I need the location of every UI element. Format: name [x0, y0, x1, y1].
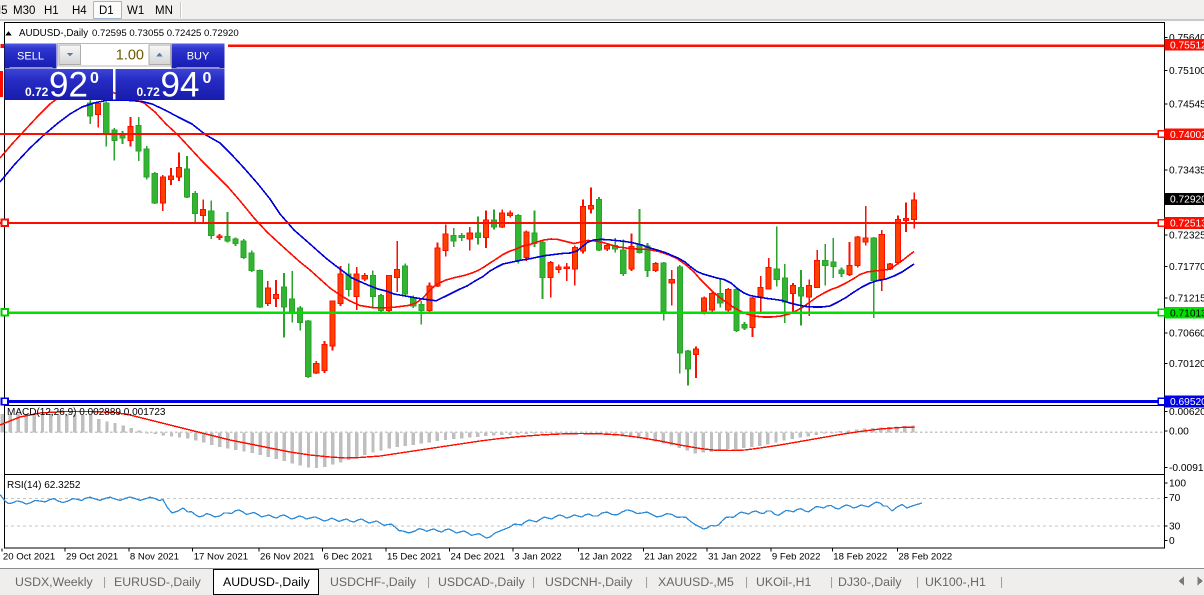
- svg-text:UKOil-,H1: UKOil-,H1: [756, 575, 812, 589]
- svg-text:USDCAD-,Daily: USDCAD-,Daily: [438, 575, 526, 589]
- svg-text:21 Jan 2022: 21 Jan 2022: [644, 551, 697, 562]
- svg-text:AUDUSD-,Daily: AUDUSD-,Daily: [223, 575, 311, 589]
- svg-text:0: 0: [203, 70, 212, 87]
- svg-text:0.72: 0.72: [137, 85, 161, 99]
- svg-text:-0.00919: -0.00919: [1169, 463, 1204, 474]
- svg-text:RSI(14) 62.3252: RSI(14) 62.3252: [7, 480, 81, 491]
- svg-text:|: |: [532, 575, 535, 589]
- svg-text:17 Nov 2021: 17 Nov 2021: [194, 551, 248, 562]
- svg-text:0.006201: 0.006201: [1169, 407, 1204, 418]
- svg-text:0.72513: 0.72513: [1170, 219, 1204, 230]
- svg-text:0: 0: [90, 70, 99, 87]
- svg-text:0.74002: 0.74002: [1170, 130, 1204, 141]
- svg-text:EURUSD-,Daily: EURUSD-,Daily: [114, 575, 202, 589]
- svg-text:0.71215: 0.71215: [1169, 294, 1204, 305]
- svg-text:0.75512: 0.75512: [1170, 41, 1204, 52]
- svg-text:DJ30-,Daily: DJ30-,Daily: [838, 575, 902, 589]
- svg-text:0: 0: [1169, 536, 1175, 547]
- svg-text:8 Nov 2021: 8 Nov 2021: [130, 551, 179, 562]
- svg-text:1.00: 1.00: [116, 48, 144, 64]
- svg-text:94: 94: [161, 66, 200, 105]
- svg-text:0.70120: 0.70120: [1169, 359, 1204, 370]
- svg-text:15 Dec 2021: 15 Dec 2021: [387, 551, 441, 562]
- svg-text:0.75100: 0.75100: [1169, 66, 1204, 77]
- svg-text:0.72920: 0.72920: [1170, 195, 1204, 206]
- svg-text:0.69520: 0.69520: [1170, 397, 1204, 408]
- svg-text:|: |: [645, 575, 648, 589]
- svg-text:18 Feb 2022: 18 Feb 2022: [833, 551, 887, 562]
- svg-text:|: |: [745, 575, 748, 589]
- svg-text:0.00: 0.00: [1169, 427, 1189, 438]
- svg-text:30: 30: [1169, 522, 1181, 533]
- svg-text:0.70660: 0.70660: [1169, 329, 1204, 340]
- svg-text:29 Oct 2021: 29 Oct 2021: [66, 551, 118, 562]
- svg-text:H1: H1: [44, 5, 59, 17]
- svg-text:100: 100: [1169, 479, 1186, 490]
- svg-text:0.75640: 0.75640: [1169, 33, 1204, 44]
- svg-text:|: |: [1000, 575, 1003, 589]
- svg-text:|: |: [916, 575, 919, 589]
- svg-text:MACD(12,26,9) 0.002889 0.00172: MACD(12,26,9) 0.002889 0.001723: [7, 407, 166, 418]
- svg-text:SELL: SELL: [17, 51, 44, 63]
- svg-text:M5: M5: [0, 5, 7, 17]
- svg-text:D1: D1: [99, 5, 114, 17]
- svg-text:|: |: [103, 575, 106, 589]
- svg-text:12 Jan 2022: 12 Jan 2022: [579, 551, 632, 562]
- svg-text:20 Oct 2021: 20 Oct 2021: [3, 551, 55, 562]
- svg-text:0.72: 0.72: [25, 85, 49, 99]
- svg-text:6 Dec 2021: 6 Dec 2021: [324, 551, 373, 562]
- svg-text:0.73435: 0.73435: [1169, 166, 1204, 177]
- svg-text:0.72595 0.73055 0.72425 0.7292: 0.72595 0.73055 0.72425 0.72920: [92, 28, 239, 39]
- svg-text:USDCNH-,Daily: USDCNH-,Daily: [545, 575, 633, 589]
- svg-text:|: |: [830, 575, 833, 589]
- svg-text:31 Jan 2022: 31 Jan 2022: [708, 551, 761, 562]
- svg-text:MN: MN: [155, 5, 173, 17]
- svg-text:BUY: BUY: [187, 51, 210, 63]
- svg-text:9 Feb 2022: 9 Feb 2022: [772, 551, 821, 562]
- svg-text:AUDUSD-,Daily: AUDUSD-,Daily: [19, 28, 88, 39]
- svg-text:0.72325: 0.72325: [1169, 231, 1204, 242]
- svg-text:24 Dec 2021: 24 Dec 2021: [451, 551, 505, 562]
- svg-text:0.71013: 0.71013: [1170, 308, 1204, 319]
- svg-text:USDX,Weekly: USDX,Weekly: [15, 575, 94, 589]
- svg-text:M30: M30: [13, 5, 35, 17]
- svg-text:3 Jan 2022: 3 Jan 2022: [514, 551, 561, 562]
- svg-text:28 Feb 2022: 28 Feb 2022: [898, 551, 952, 562]
- svg-text:UK100-,H1: UK100-,H1: [925, 575, 986, 589]
- svg-text:W1: W1: [127, 5, 144, 17]
- svg-text:XAUUSD-,M5: XAUUSD-,M5: [658, 575, 734, 589]
- svg-text:H4: H4: [72, 5, 87, 17]
- svg-text:|: |: [427, 575, 430, 589]
- svg-text:0.71770: 0.71770: [1169, 262, 1204, 273]
- svg-text:0.74545: 0.74545: [1169, 100, 1204, 111]
- svg-text:70: 70: [1169, 493, 1181, 504]
- svg-text:USDCHF-,Daily: USDCHF-,Daily: [330, 575, 417, 589]
- svg-text:26 Nov 2021: 26 Nov 2021: [260, 551, 314, 562]
- svg-text:92: 92: [49, 66, 88, 105]
